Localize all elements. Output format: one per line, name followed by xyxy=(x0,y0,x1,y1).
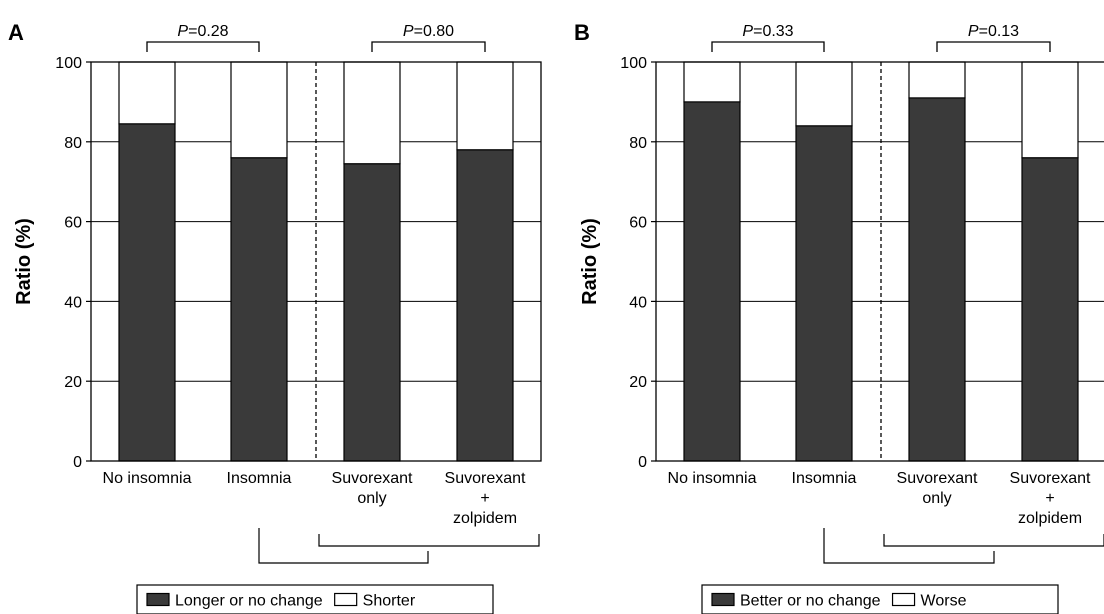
y-tick-label: 40 xyxy=(64,294,82,311)
legend-swatch-dark xyxy=(146,592,170,607)
y-axis-label: Ratio (%) xyxy=(13,218,35,305)
category-label: Insomnia xyxy=(792,470,857,487)
bar-dark-2 xyxy=(343,163,401,462)
chart-panel-b: B 0 20 40 60 80 100 Ratio (%) No insomnia Insomni… xyxy=(574,20,1104,614)
legend-swatch-light xyxy=(891,592,916,607)
y-tick-label: 80 xyxy=(64,135,82,152)
y-tick-label: 100 xyxy=(55,55,82,72)
comparison-bracket xyxy=(146,41,260,52)
legend-label: Worse xyxy=(921,593,967,610)
bar-light-3 xyxy=(456,61,514,151)
legend-box xyxy=(701,584,1059,614)
group-connector-bracket xyxy=(883,534,1104,547)
legend-label: Better or no change xyxy=(740,593,881,610)
bar-dark-1 xyxy=(230,157,288,462)
y-tick-label: 0 xyxy=(638,454,647,471)
bar-light-0 xyxy=(683,61,741,103)
group-connector-bracket xyxy=(258,528,429,564)
p-value-label: P=0.33 xyxy=(742,23,793,40)
group-connector-bracket xyxy=(318,534,540,547)
panel-letter: A xyxy=(8,20,24,45)
plot-frame xyxy=(90,61,542,462)
category-label: Suvorexant + zolpidem xyxy=(1010,470,1091,527)
bar-dark-0 xyxy=(118,123,176,462)
bar-light-1 xyxy=(230,61,288,159)
panel-letter: B xyxy=(574,20,590,45)
chart-panel-a: A 0 20 40 60 80 100 Ratio (%) No insomnia Insomni… xyxy=(8,20,542,614)
category-label: No insomnia xyxy=(103,470,192,487)
p-value-label: P=0.80 xyxy=(403,23,454,40)
bar-dark-2 xyxy=(908,97,966,462)
legend-swatch-light xyxy=(334,592,358,607)
legend-swatch-dark xyxy=(711,592,735,607)
bar-light-2 xyxy=(908,61,966,99)
comparison-bracket xyxy=(936,41,1051,52)
bar-dark-3 xyxy=(1021,157,1079,462)
bar-light-3 xyxy=(1021,61,1079,159)
comparison-bracket xyxy=(371,41,486,52)
plot-frame xyxy=(655,61,1104,462)
y-tick-label: 20 xyxy=(64,374,82,391)
legend-box xyxy=(136,584,494,614)
category-label: Insomnia xyxy=(227,470,292,487)
y-axis-label: Ratio (%) xyxy=(579,218,601,305)
legend-label: Shorter xyxy=(363,593,416,610)
p-value-label: P=0.13 xyxy=(968,23,1019,40)
bar-dark-3 xyxy=(456,149,514,462)
y-tick-label: 0 xyxy=(73,454,82,471)
bar-dark-0 xyxy=(683,101,741,462)
comparison-bracket xyxy=(711,41,825,52)
category-label: Suvorexant + zolpidem xyxy=(445,470,526,527)
y-tick-label: 100 xyxy=(620,55,647,72)
p-value-label: P=0.28 xyxy=(177,23,228,40)
category-label: Suvorexant only xyxy=(897,470,978,507)
bar-light-0 xyxy=(118,61,176,125)
bar-dark-1 xyxy=(795,125,853,462)
y-tick-label: 20 xyxy=(629,374,647,391)
y-tick-label: 60 xyxy=(629,215,647,232)
y-tick-label: 80 xyxy=(629,135,647,152)
bar-light-2 xyxy=(343,61,401,165)
category-label: Suvorexant only xyxy=(332,470,413,507)
y-tick-label: 60 xyxy=(64,215,82,232)
y-tick-label: 40 xyxy=(629,294,647,311)
bar-light-1 xyxy=(795,61,853,127)
legend: Better or no change Worse xyxy=(701,584,1059,614)
legend-label: Longer or no change xyxy=(175,593,323,610)
legend: Longer or no change Shorter xyxy=(136,584,494,614)
category-label: No insomnia xyxy=(668,470,757,487)
group-connector-bracket xyxy=(823,528,995,564)
